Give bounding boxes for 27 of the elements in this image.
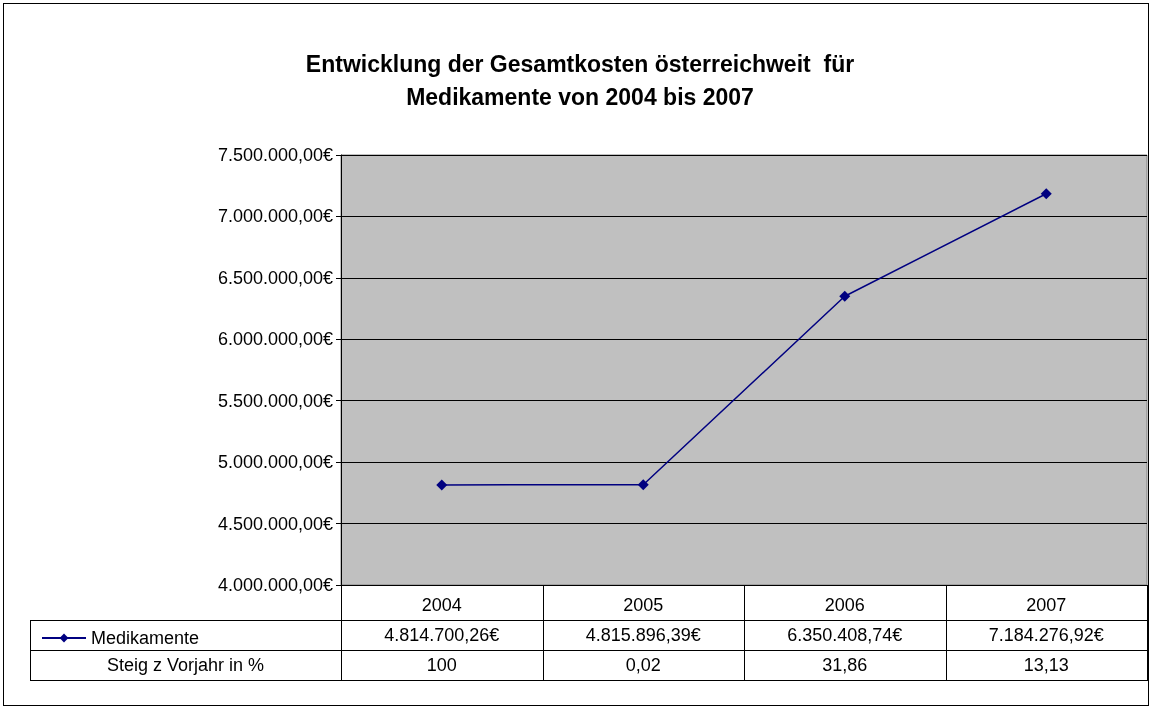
legend-label: Medikamente [91,628,200,648]
y-tick-label: 7.500.000,00€ [217,145,333,165]
x-tick-label: 2005 [623,595,664,615]
point [637,479,649,491]
data-label: 4.814.700,26€ [383,624,501,647]
text: 13,13 [1022,654,1070,677]
x-tick-label: 2006 [824,595,865,615]
x-tick-label: 2004 [421,595,462,615]
data-label: 7.184.276,92€ [987,624,1105,647]
data-label: 4.815.896,39€ [584,624,702,647]
y-tick-label: 6.500.000,00€ [217,267,333,288]
y-tick-label: 4.000.000,00€ [217,575,333,595]
point [1040,188,1052,200]
y-tick-label: 4.500.000,00€ [217,513,333,534]
text: Steig z Vorjahr in % [105,654,266,677]
data-label: 6.350.408,74€ [786,624,904,647]
y-tick-label: 5.000.000,00€ [217,452,333,473]
point [436,479,448,491]
text: 100 [425,654,458,677]
point [839,290,851,302]
y-tick-label: 6.000.000,00€ [217,329,333,350]
text: 31,86 [821,654,869,677]
y-tick-label: 7.000.000,00€ [217,206,333,227]
y-tick-label: 5.500.000,00€ [217,390,333,411]
chart-title: Entwicklung der Gesamtkosten österreichweit für Medikamente von 2004 bis 2007 [305,50,855,110]
x-tick-label: 2007 [1026,595,1067,615]
text: 0,02 [624,654,662,677]
